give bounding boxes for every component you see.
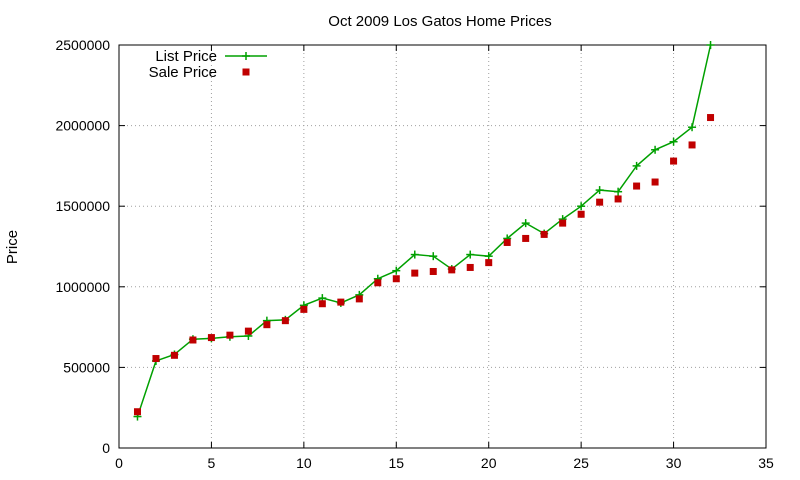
x-tick-label: 30 [666,455,682,471]
sale-price-point [263,321,271,329]
x-tick-labels: 0 5 10 15 20 25 30 35 [115,455,774,471]
sale-price-point [429,267,437,275]
sale-price-point [411,269,419,277]
x-tick-label: 0 [115,455,123,471]
x-tick-label: 25 [573,455,589,471]
legend: List Price Sale Price [149,48,267,81]
sale-price-point [226,331,234,339]
sale-price-point [133,408,141,416]
y-axis-label: Price [4,230,21,264]
series-group [133,41,715,421]
sale-price-point [337,298,345,306]
y-tick-label: 1000000 [55,279,110,295]
gridlines [119,45,766,448]
list-price-point [632,161,641,170]
sale-price-point [522,234,530,242]
x-tick-label: 15 [388,455,404,471]
sale-price-point [244,327,252,335]
list-price-point [521,219,530,228]
sale-price-point [559,219,567,227]
y-tick-labels: 0 500000 1000000 1500000 2000000 2500000 [55,37,110,456]
sale-price-point [540,230,548,238]
list-price-point [410,250,419,259]
axes [118,44,767,449]
x-tick-label: 10 [296,455,312,471]
list-price-point [706,41,715,49]
list-price-point [669,137,678,146]
sale-price-point [614,195,622,203]
sale-price-point [651,178,659,186]
sale-price-point [633,182,641,190]
sale-price-point [189,336,197,344]
series-line-list-price [136,44,712,417]
sale-price-point [152,355,160,363]
sale-price-point [466,263,474,271]
plot-border [118,44,767,449]
sale-price-point [318,300,326,308]
sale-price-point [577,210,585,218]
sale-price-point [503,238,511,246]
sale-price-point [392,275,400,283]
list-price-point [688,123,697,132]
sale-price-point [170,351,178,359]
list-price-point [392,266,401,275]
sale-price-point [596,198,604,206]
chart-title: Oct 2009 Los Gatos Home Prices [328,13,551,30]
sale-price-point [355,295,363,303]
legend-label-sale-price: Sale Price [149,64,217,81]
legend-square-sale-price [242,68,250,76]
sale-price-point [207,334,215,342]
sale-price-point [485,259,493,267]
x-tick-label: 20 [481,455,497,471]
y-tick-label: 500000 [63,359,110,375]
sale-price-point [688,141,696,149]
list-price-point [614,187,623,196]
x-tick-label: 5 [208,455,216,471]
list-price-point [651,145,660,154]
list-price-point [429,252,438,261]
sale-price-point [281,317,289,325]
list-price-point [595,186,604,195]
list-price-point [466,250,475,259]
legend-label-list-price: List Price [155,48,217,65]
list-price-point [577,202,586,211]
sale-price-point [670,157,678,165]
y-tick-label: 1500000 [55,198,110,214]
y-tick-label: 2000000 [55,118,110,134]
sale-price-point [300,305,308,313]
list-price-point [484,252,493,261]
sale-price-point [374,279,382,287]
sale-price-point [448,266,456,274]
x-tick-label: 35 [758,455,774,471]
y-tick-label: 2500000 [55,37,110,53]
sale-price-point [707,114,715,122]
y-tick-label: 0 [102,440,110,456]
